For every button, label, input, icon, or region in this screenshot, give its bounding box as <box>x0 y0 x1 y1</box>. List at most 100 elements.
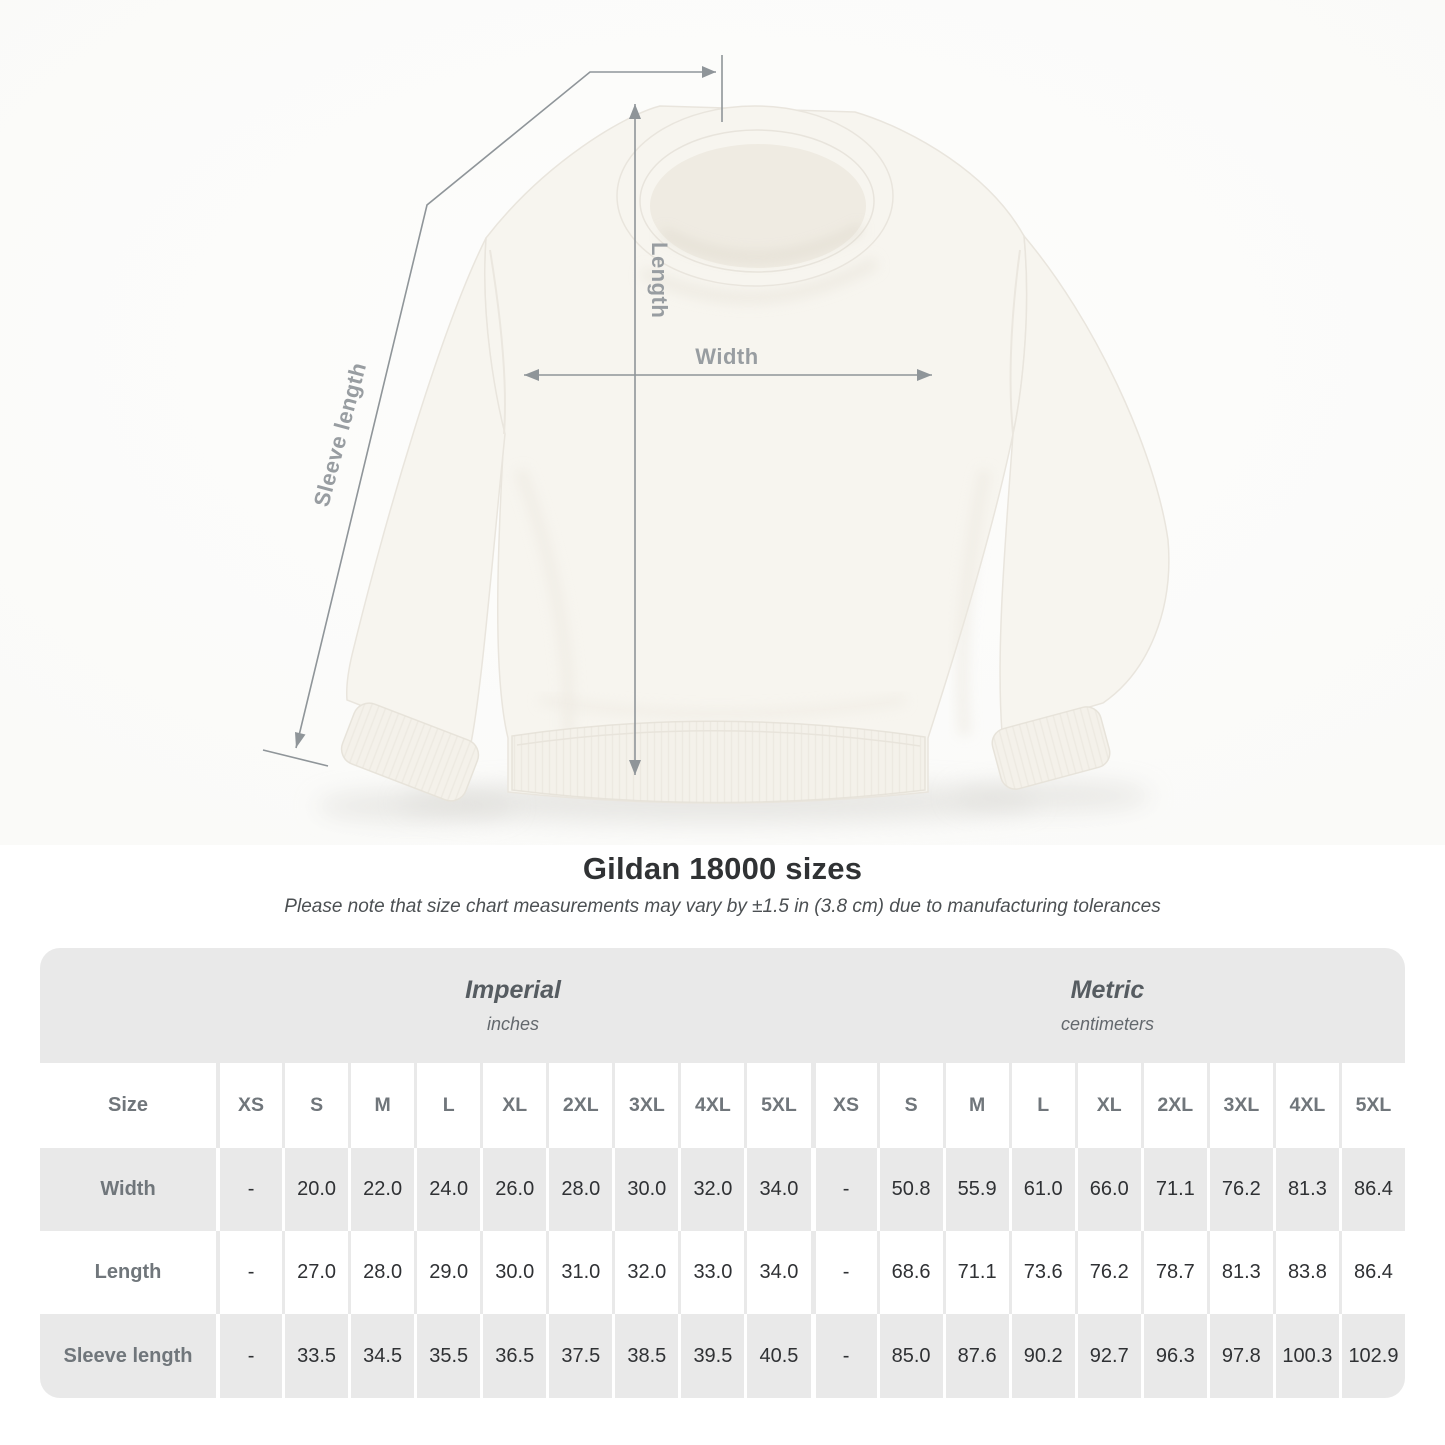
value-cell-imperial: 32.0 <box>678 1148 745 1231</box>
product-figure: Width Length Sleeve length <box>0 0 1445 845</box>
value-cell-imperial: 30.0 <box>480 1231 547 1314</box>
metric-title: Metric <box>1070 976 1145 1004</box>
size-header-metric-xl: XL <box>1074 1063 1141 1148</box>
cuff-end-tick <box>262 749 329 767</box>
value-cell-imperial: - <box>216 1148 283 1231</box>
value-cell-metric: 71.1 <box>942 1231 1009 1314</box>
value-cell-metric: 100.3 <box>1272 1314 1339 1398</box>
value-cell-metric: 85.0 <box>876 1314 943 1398</box>
row-label-sleeve-length: Sleeve length <box>40 1314 216 1398</box>
value-cell-metric: 61.0 <box>1008 1148 1075 1231</box>
value-cell-metric: 66.0 <box>1074 1148 1141 1231</box>
measurement-annotations <box>262 55 932 775</box>
value-cell-metric: 90.2 <box>1008 1314 1075 1398</box>
page-title: Gildan 18000 sizes <box>582 851 863 886</box>
size-header-imperial-xs: XS <box>216 1063 283 1148</box>
value-cell-imperial: 28.0 <box>348 1231 415 1314</box>
row-label-width: Width <box>40 1148 216 1231</box>
value-cell-metric: 50.8 <box>876 1148 943 1231</box>
size-header-imperial-4xl: 4XL <box>678 1063 745 1148</box>
value-cell-imperial: 20.0 <box>282 1148 349 1231</box>
body <box>483 105 1028 804</box>
value-cell-metric: 68.6 <box>876 1231 943 1314</box>
size-table: Imperial inches Metric centimeters Size X… <box>40 948 1405 1398</box>
value-cell-imperial: - <box>216 1314 283 1398</box>
value-cell-metric: 55.9 <box>942 1148 1009 1231</box>
sweatshirt-photo: Width Length Sleeve length <box>0 0 1445 845</box>
size-header-imperial-5xl: 5XL <box>744 1063 811 1148</box>
value-cell-metric: 81.3 <box>1206 1231 1273 1314</box>
value-cell-imperial: 24.0 <box>414 1148 481 1231</box>
value-cell-imperial: 35.5 <box>414 1314 481 1398</box>
imperial-subtitle: inches <box>486 1014 540 1034</box>
value-cell-imperial: 33.5 <box>282 1314 349 1398</box>
size-header-metric-2xl: 2XL <box>1140 1063 1207 1148</box>
value-cell-imperial: 22.0 <box>348 1148 415 1231</box>
neck-opening <box>650 144 866 268</box>
width-label: Width <box>695 344 758 369</box>
size-header-metric-l: L <box>1008 1063 1075 1148</box>
value-cell-imperial: 30.0 <box>612 1148 679 1231</box>
value-cell-imperial: 31.0 <box>546 1231 613 1314</box>
value-cell-imperial: - <box>216 1231 283 1314</box>
value-cell-metric: 86.4 <box>1338 1231 1405 1314</box>
size-header-metric-3xl: 3XL <box>1206 1063 1273 1148</box>
sleeve-length-line <box>295 71 716 749</box>
metric-header: Metric centimeters <box>810 948 1405 1063</box>
value-cell-metric: 73.6 <box>1008 1231 1075 1314</box>
value-cell-imperial: 38.5 <box>612 1314 679 1398</box>
imperial-title: Imperial <box>465 976 561 1004</box>
value-cell-imperial: 33.0 <box>678 1231 745 1314</box>
value-cell-metric: 92.7 <box>1074 1314 1141 1398</box>
value-cell-metric: 102.9 <box>1338 1314 1405 1398</box>
value-cell-metric: 76.2 <box>1074 1231 1141 1314</box>
value-cell-metric: 83.8 <box>1272 1231 1339 1314</box>
size-header-imperial-m: M <box>348 1063 415 1148</box>
imperial-header: Imperial inches <box>216 948 810 1063</box>
value-cell-metric: 87.6 <box>942 1314 1009 1398</box>
sweatshirt <box>315 105 1170 824</box>
value-cell-imperial: 36.5 <box>480 1314 547 1398</box>
value-cell-imperial: 32.0 <box>612 1231 679 1314</box>
value-cell-metric: 96.3 <box>1140 1314 1207 1398</box>
size-header-metric-xs: XS <box>810 1063 877 1148</box>
value-cell-imperial: 39.5 <box>678 1314 745 1398</box>
value-cell-imperial: 29.0 <box>414 1231 481 1314</box>
size-header-metric-5xl: 5XL <box>1338 1063 1405 1148</box>
value-cell-imperial: 28.0 <box>546 1148 613 1231</box>
size-header-metric-m: M <box>942 1063 1009 1148</box>
value-cell-metric: - <box>810 1148 877 1231</box>
right-cuff <box>991 706 1111 790</box>
value-cell-imperial: 40.5 <box>744 1314 811 1398</box>
size-header-imperial-s: S <box>282 1063 349 1148</box>
metric-subtitle: centimeters <box>1060 1014 1155 1034</box>
value-cell-imperial: 26.0 <box>480 1148 547 1231</box>
value-cell-metric: 86.4 <box>1338 1148 1405 1231</box>
value-cell-imperial: 34.0 <box>744 1148 811 1231</box>
size-header-imperial-2xl: 2XL <box>546 1063 613 1148</box>
value-cell-metric: - <box>810 1231 877 1314</box>
value-cell-metric: 81.3 <box>1272 1148 1339 1231</box>
length-label: Length <box>647 242 672 318</box>
arrowheads <box>295 66 932 775</box>
unit-header-band: Imperial inches Metric centimeters <box>40 948 1405 1063</box>
tolerance-note: Please note that size chart measurements… <box>284 896 1161 917</box>
value-cell-metric: 78.7 <box>1140 1231 1207 1314</box>
value-cell-imperial: 27.0 <box>282 1231 349 1314</box>
size-header-metric-4xl: 4XL <box>1272 1063 1339 1148</box>
size-header-imperial-3xl: 3XL <box>612 1063 679 1148</box>
size-grid: Size XS S M L XL 2XL 3XL 4XL 5XL XS S M L XL 2XL 3XL 4XL 5… <box>40 1063 1405 1398</box>
value-cell-imperial: 34.5 <box>348 1314 415 1398</box>
size-header-imperial-xl: XL <box>480 1063 547 1148</box>
value-cell-imperial: 34.0 <box>744 1231 811 1314</box>
value-cell-metric: 76.2 <box>1206 1148 1273 1231</box>
size-header-imperial-l: L <box>414 1063 481 1148</box>
value-cell-metric: - <box>810 1314 877 1398</box>
value-cell-imperial: 37.5 <box>546 1314 613 1398</box>
size-column-header: Size <box>40 1063 216 1148</box>
row-label-length: Length <box>40 1231 216 1314</box>
value-cell-metric: 97.8 <box>1206 1314 1273 1398</box>
value-cell-metric: 71.1 <box>1140 1148 1207 1231</box>
size-header-metric-s: S <box>876 1063 943 1148</box>
